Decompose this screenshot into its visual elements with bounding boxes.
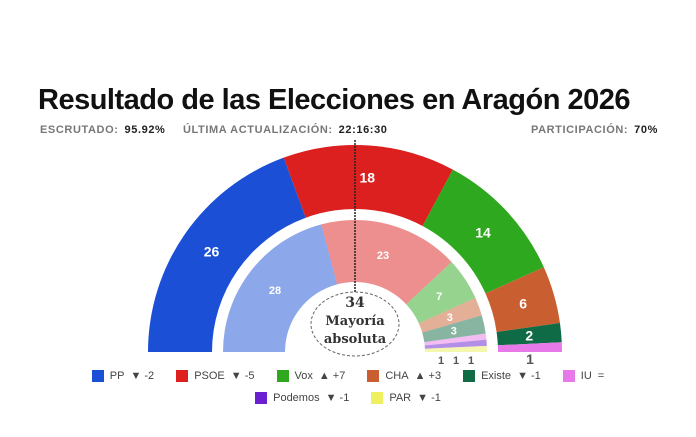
previous-arc-iu (424, 333, 487, 346)
legend-party: Existe (481, 370, 512, 382)
arc-existe (496, 322, 562, 346)
legend-party: PSOE (194, 370, 225, 382)
legend-item-existe: Existe ▼ -1 (463, 370, 541, 382)
previous-seat-label-vox: 7 (436, 291, 442, 303)
legend-change: ▼ -5 (230, 370, 255, 382)
legend-change: ▼ -1 (517, 370, 541, 382)
legend-swatch (276, 370, 289, 382)
majority-label-1: Mayoría (325, 314, 385, 329)
majority-label-2: absoluta (324, 332, 387, 347)
previous-seat-label-psoe: 23 (377, 250, 389, 262)
legend-swatch (176, 370, 189, 382)
legend-change: ▼ -2 (130, 370, 155, 382)
chart-title: Resultado de las Elecciones en Aragón 20… (38, 84, 631, 116)
majority-value: 34 (345, 295, 365, 311)
arc-iu (497, 342, 562, 352)
arc-vox (422, 169, 544, 294)
seat-label-psoe: 18 (360, 169, 376, 185)
update-label: ÚLTIMA ACTUALIZACIÓN: (183, 124, 333, 136)
seat-label-vox: 14 (475, 225, 491, 241)
participacion-label: PARTICIPACIÓN: (530, 124, 629, 136)
previous-seat-label-par: 1 (468, 355, 474, 367)
escrutado: ESCRUTADO: 95.92% (40, 124, 165, 136)
previous-arc-cha (418, 297, 482, 333)
legend-swatch (367, 370, 380, 382)
update-value: 22:16:30 (338, 124, 388, 136)
legend-item-par: PAR ▼ -1 (371, 392, 441, 404)
previous-seat-label-existe: 3 (451, 326, 457, 338)
legend-swatch (371, 392, 384, 404)
previous-arc-psoe (321, 220, 452, 305)
seat-label-iu: 1 (526, 351, 534, 367)
legend-item-vox: Vox ▲ +7 (276, 370, 346, 382)
legend-swatch (463, 370, 476, 382)
participacion-value: 70% (634, 124, 658, 136)
previous-seat-label-iu: 1 (438, 355, 444, 367)
legend-change: ▲ +3 (414, 370, 442, 382)
participacion: PARTICIPACIÓN: 70% (531, 124, 658, 136)
legend-party: Vox (294, 370, 313, 382)
legend-item-psoe: PSOE ▼ -5 (176, 370, 255, 382)
previous-arc-vox (406, 262, 476, 324)
legend-swatch (255, 392, 268, 404)
previous-arc-par (424, 345, 487, 352)
escrutado-label: ESCRUTADO: (40, 124, 119, 136)
arc-psoe (283, 145, 453, 226)
seat-label-cha: 6 (519, 295, 527, 311)
legend-party: CHA (385, 370, 409, 382)
previous-seat-label-pp: 28 (269, 285, 281, 297)
legend-change: ▲ +7 (318, 370, 346, 382)
legend-item-podemos: Podemos ▼ -1 (255, 392, 349, 404)
legend-party: Podemos (273, 392, 320, 404)
last-update: ÚLTIMA ACTUALIZACIÓN: 22:16:30 (183, 124, 388, 136)
previous-seat-label-podemos: 1 (453, 355, 459, 367)
arc-pp (148, 157, 306, 352)
legend: PP ▼ -2 PSOE ▼ -5 Vox ▲ +7 CHA ▲ +3 Existe ▼ -1 IU… (0, 370, 696, 404)
seat-label-existe: 2 (525, 328, 533, 344)
legend-swatch (91, 370, 104, 382)
legend-item-pp: PP ▼ -2 (91, 370, 155, 382)
seat-label-pp: 26 (204, 244, 220, 260)
majority-ellipse (310, 291, 400, 357)
previous-seat-label-cha: 3 (447, 312, 453, 324)
legend-party: PP (109, 370, 125, 382)
legend-item-iu: IU = (562, 370, 605, 382)
legend-swatch (562, 370, 575, 382)
legend-party: IU (580, 370, 592, 382)
previous-arc-podemos (424, 339, 487, 349)
previous-arc-pp (223, 224, 338, 352)
legend-change: ▼ -1 (417, 392, 441, 404)
legend-change: ▼ -1 (325, 392, 350, 404)
previous-arc-existe (422, 315, 486, 343)
escrutado-value: 95.92% (124, 124, 166, 136)
legend-change: = (597, 370, 605, 382)
arc-cha (485, 267, 560, 332)
legend-item-cha: CHA ▲ +3 (367, 370, 441, 382)
legend-party: PAR (389, 392, 412, 404)
